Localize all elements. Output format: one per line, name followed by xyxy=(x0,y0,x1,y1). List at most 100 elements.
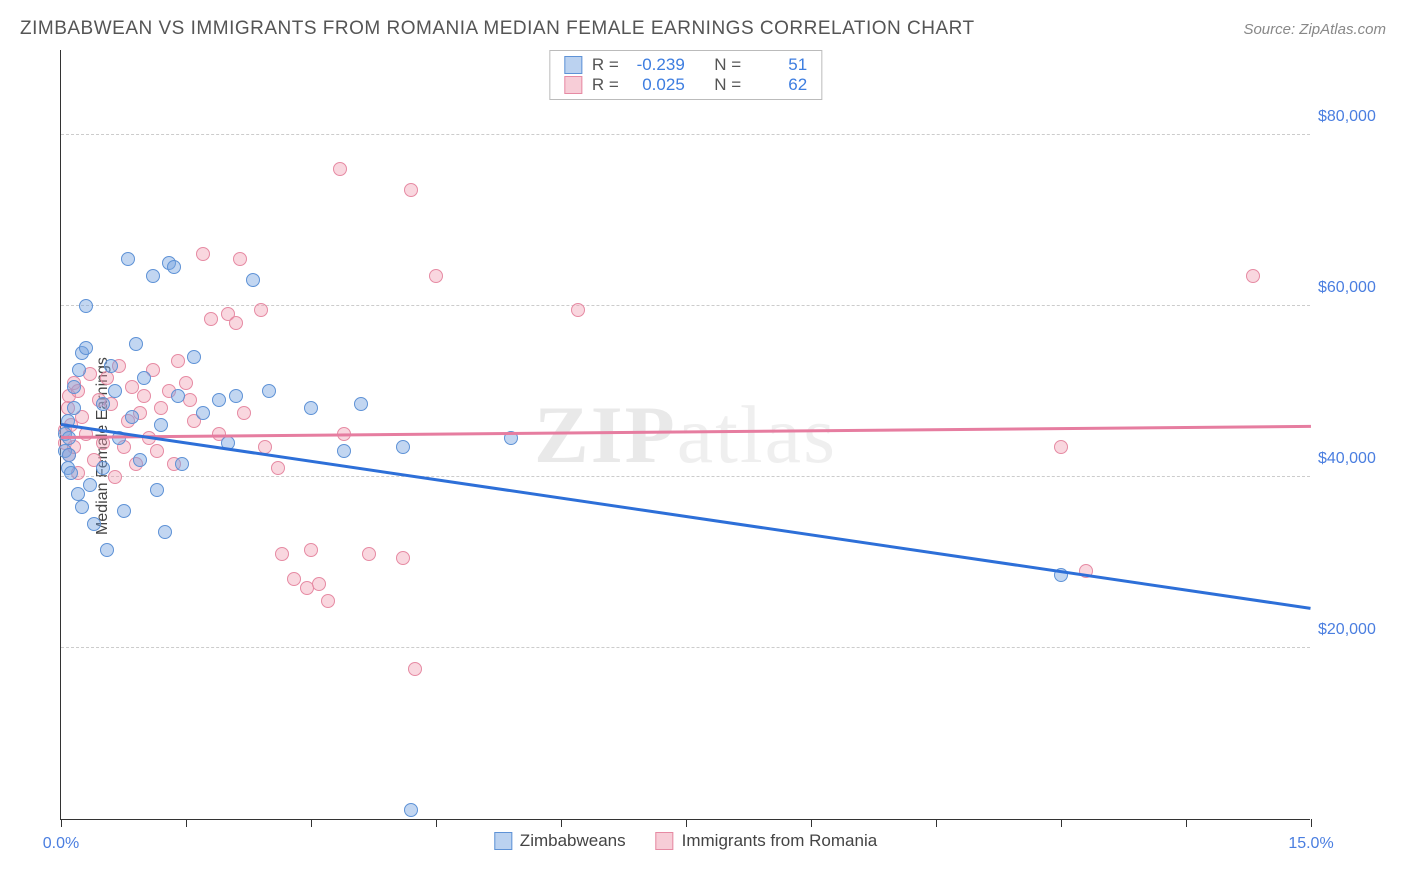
data-point xyxy=(254,303,268,317)
r-value-blue: -0.239 xyxy=(629,55,685,75)
data-point xyxy=(62,448,76,462)
data-point xyxy=(154,401,168,415)
data-point xyxy=(404,803,418,817)
data-point xyxy=(146,269,160,283)
data-point xyxy=(187,350,201,364)
data-point xyxy=(104,359,118,373)
bottom-legend: Zimbabweans Immigrants from Romania xyxy=(494,831,877,851)
data-point xyxy=(246,273,260,287)
data-point xyxy=(287,572,301,586)
legend-item-blue: Zimbabweans xyxy=(494,831,626,851)
data-point xyxy=(196,247,210,261)
gridline xyxy=(61,476,1310,477)
data-point xyxy=(79,299,93,313)
x-tick xyxy=(186,819,187,827)
data-point xyxy=(271,461,285,475)
data-point xyxy=(125,380,139,394)
data-point xyxy=(137,371,151,385)
y-tick-label: $80,000 xyxy=(1318,108,1378,126)
data-point xyxy=(133,453,147,467)
data-point xyxy=(175,457,189,471)
x-tick xyxy=(1061,819,1062,827)
swatch-pink-icon xyxy=(564,76,582,94)
n-value-pink: 62 xyxy=(751,75,807,95)
data-point xyxy=(79,341,93,355)
data-point xyxy=(1054,440,1068,454)
legend-item-pink: Immigrants from Romania xyxy=(656,831,878,851)
data-point xyxy=(158,525,172,539)
data-point xyxy=(108,470,122,484)
watermark-rest: atlas xyxy=(677,389,837,480)
gridline xyxy=(61,305,1310,306)
x-tick xyxy=(686,819,687,827)
data-point xyxy=(150,444,164,458)
data-point xyxy=(396,440,410,454)
regression-line xyxy=(61,425,1311,439)
y-tick-label: $40,000 xyxy=(1318,450,1378,468)
data-point xyxy=(117,504,131,518)
plot-area: ZIPatlas R = -0.239 N = 51 R = 0.025 N =… xyxy=(60,50,1310,820)
data-point xyxy=(354,397,368,411)
data-point xyxy=(96,461,110,475)
data-point xyxy=(333,162,347,176)
x-tick-label: 15.0% xyxy=(1288,835,1333,853)
data-point xyxy=(262,384,276,398)
data-point xyxy=(233,252,247,266)
data-point xyxy=(312,577,326,591)
data-point xyxy=(100,371,114,385)
n-value-blue: 51 xyxy=(751,55,807,75)
x-tick xyxy=(1311,819,1312,827)
data-point xyxy=(304,543,318,557)
data-point xyxy=(212,393,226,407)
regression-line xyxy=(61,423,1311,609)
data-point xyxy=(183,393,197,407)
data-point xyxy=(108,384,122,398)
y-tick-label: $60,000 xyxy=(1318,279,1378,297)
n-label: N = xyxy=(714,55,741,75)
n-label: N = xyxy=(714,75,741,95)
data-point xyxy=(167,260,181,274)
data-point xyxy=(237,406,251,420)
data-point xyxy=(321,594,335,608)
data-point xyxy=(125,410,139,424)
data-point xyxy=(100,543,114,557)
data-point xyxy=(96,397,110,411)
x-tick xyxy=(311,819,312,827)
r-label: R = xyxy=(592,75,619,95)
data-point xyxy=(87,517,101,531)
legend-label-blue: Zimbabweans xyxy=(520,831,626,851)
data-point xyxy=(196,406,210,420)
stats-row-blue: R = -0.239 N = 51 xyxy=(564,55,807,75)
data-point xyxy=(337,444,351,458)
gridline xyxy=(61,134,1310,135)
data-point xyxy=(275,547,289,561)
data-point xyxy=(171,354,185,368)
data-point xyxy=(137,389,151,403)
data-point xyxy=(72,363,86,377)
x-tick xyxy=(1186,819,1187,827)
swatch-pink-icon xyxy=(656,832,674,850)
data-point xyxy=(150,483,164,497)
stats-box: R = -0.239 N = 51 R = 0.025 N = 62 xyxy=(549,50,822,100)
data-point xyxy=(179,376,193,390)
swatch-blue-icon xyxy=(494,832,512,850)
data-point xyxy=(67,380,81,394)
x-tick xyxy=(936,819,937,827)
data-point xyxy=(67,401,81,415)
swatch-blue-icon xyxy=(564,56,582,74)
data-point xyxy=(362,547,376,561)
data-point xyxy=(396,551,410,565)
stats-row-pink: R = 0.025 N = 62 xyxy=(564,75,807,95)
data-point xyxy=(229,389,243,403)
data-point xyxy=(129,337,143,351)
data-point xyxy=(429,269,443,283)
data-point xyxy=(154,418,168,432)
legend-label-pink: Immigrants from Romania xyxy=(682,831,878,851)
r-label: R = xyxy=(592,55,619,75)
x-tick xyxy=(561,819,562,827)
data-point xyxy=(1246,269,1260,283)
r-value-pink: 0.025 xyxy=(629,75,685,95)
data-point xyxy=(75,500,89,514)
data-point xyxy=(171,389,185,403)
gridline xyxy=(61,647,1310,648)
